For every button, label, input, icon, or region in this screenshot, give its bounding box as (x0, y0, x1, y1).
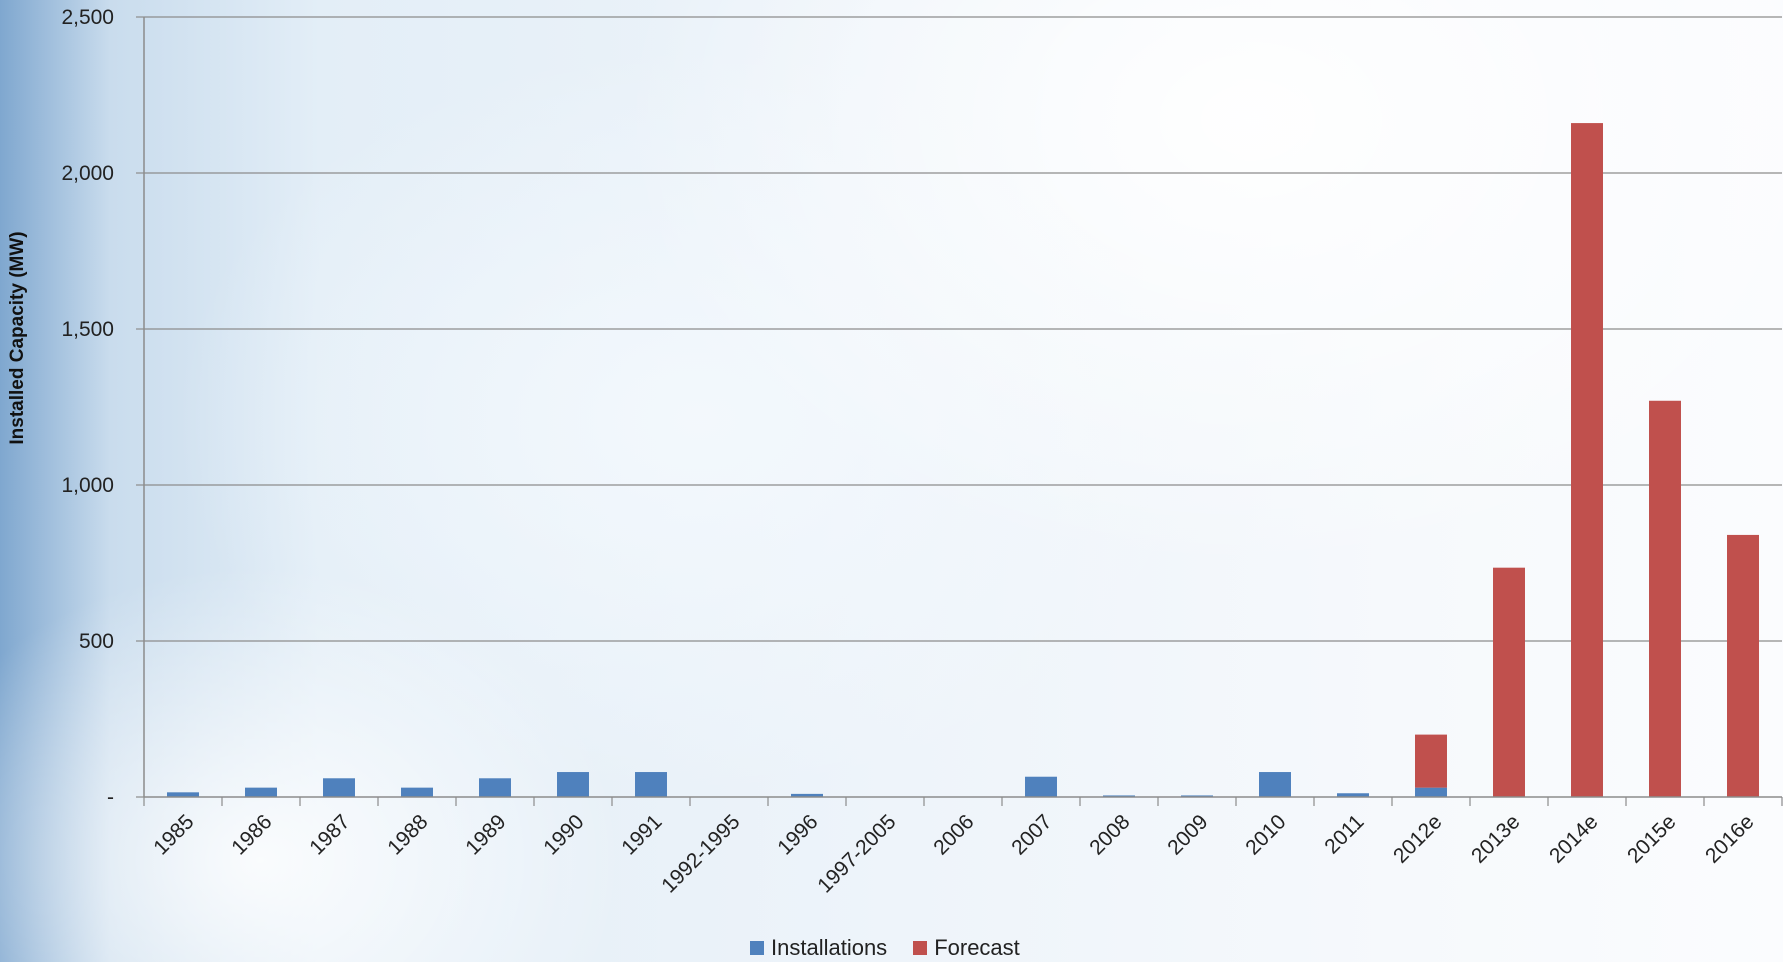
bars (167, 123, 1759, 797)
legend-swatch-installations (750, 941, 764, 955)
y-tick-label: 500 (79, 630, 114, 653)
legend-swatch-forecast (913, 941, 928, 955)
x-tick-label: 1996 (773, 810, 822, 859)
x-tick-label: 2010 (1241, 810, 1290, 859)
x-tick-label: 1986 (227, 810, 276, 859)
bar-installations-2010 (1259, 772, 1291, 797)
legend-item-forecast: Forecast (913, 935, 1020, 961)
bar-installations-2009 (1181, 795, 1213, 797)
x-tick-label: 2009 (1163, 810, 1212, 859)
legend-label-forecast: Forecast (934, 935, 1020, 960)
x-tick-label: 2015e (1623, 810, 1681, 868)
x-tick-label: 1997-2005 (813, 810, 900, 897)
x-tick-label: 2012e (1389, 810, 1447, 868)
bar-forecast-2014e (1571, 123, 1603, 797)
bar-installations-1990 (557, 772, 589, 797)
x-tick-label: 2013e (1467, 810, 1525, 868)
bar-installations-1996 (791, 793, 823, 797)
bar-installations-2011 (1337, 793, 1369, 797)
bar-installations-1986 (245, 787, 277, 797)
legend-label-installations: Installations (771, 935, 888, 960)
x-tick-label: 1989 (461, 810, 510, 859)
bar-forecast-2015e (1649, 400, 1681, 797)
legend-item-installations: Installations (750, 935, 887, 961)
x-tick-label: 2014e (1545, 810, 1603, 868)
x-tick-label: 2008 (1085, 810, 1134, 859)
bar-installations-2008 (1103, 795, 1135, 797)
y-tick-label: 1,500 (61, 318, 114, 341)
y-tick-label: 1,000 (61, 474, 114, 497)
bar-installations-2012e (1415, 787, 1447, 797)
x-tick-label: 1991 (617, 810, 666, 859)
x-tick-label: 1988 (383, 810, 432, 859)
x-tick-label: 1992-1995 (657, 810, 744, 897)
bar-installations-1989 (479, 778, 511, 797)
x-tick-label: 2011 (1320, 810, 1368, 858)
axes (136, 16, 1783, 806)
y-tick-label: 2,500 (61, 6, 114, 29)
x-tick-label: 1987 (305, 810, 354, 859)
x-tick-label: 2016e (1701, 810, 1759, 868)
y-tick-label: - (107, 786, 114, 809)
bar-forecast-2013e (1493, 567, 1525, 797)
y-tick-label: 2,000 (61, 162, 114, 185)
gridlines (144, 16, 1782, 642)
legend: Installations Forecast (750, 934, 1020, 962)
x-tick-label: 1985 (149, 810, 198, 859)
bar-forecast-2012e (1415, 734, 1447, 788)
bar-installations-1988 (401, 787, 433, 797)
y-tick-labels: - 500 1,000 1,500 2,000 2,500 (61, 6, 114, 809)
y-axis-label: Installed Capacity (MW) (7, 231, 28, 444)
bar-installations-2007 (1025, 776, 1057, 797)
bar-forecast-2016e (1727, 534, 1759, 797)
bar-installations-1987 (323, 778, 355, 797)
bar-installations-1985 (167, 792, 199, 797)
x-tick-label: 2006 (929, 810, 978, 859)
x-tick-label: 2007 (1007, 810, 1056, 859)
bar-installations-1991 (635, 772, 667, 797)
x-tick-label: 1990 (539, 810, 588, 859)
